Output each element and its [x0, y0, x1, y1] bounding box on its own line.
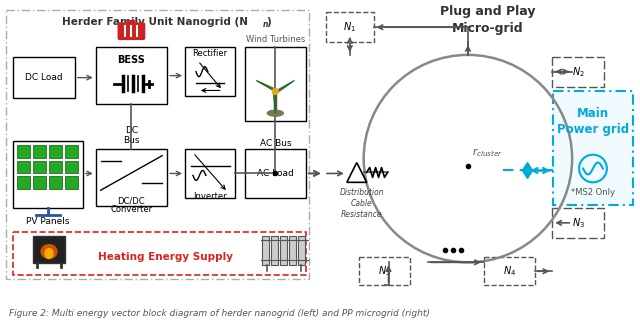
Text: Figure 2: Multi energy vector block diagram of herder nanogrid (left) and PP mic: Figure 2: Multi energy vector block diag… [10, 309, 430, 318]
Ellipse shape [41, 245, 57, 258]
Bar [326, 12, 374, 42]
Text: Main
Power grid: Main Power grid [557, 107, 629, 136]
Text: $N_2$: $N_2$ [572, 65, 584, 79]
Text: DC Load: DC Load [25, 73, 63, 82]
Circle shape [273, 88, 278, 94]
Bar [280, 236, 287, 265]
Text: n: n [262, 20, 268, 29]
Text: DC: DC [125, 126, 138, 136]
Text: Rectifier: Rectifier [192, 49, 227, 58]
Polygon shape [273, 91, 275, 113]
Bar [244, 47, 306, 121]
Bar [33, 161, 46, 174]
Ellipse shape [268, 110, 284, 116]
Text: Herder Family Unit Nanogrid (N: Herder Family Unit Nanogrid (N [62, 17, 248, 27]
Bar [484, 257, 536, 285]
Bar [65, 161, 78, 174]
Polygon shape [257, 81, 276, 91]
Bar [262, 236, 269, 265]
Bar [17, 161, 30, 174]
Bar [17, 145, 30, 158]
Bar [49, 176, 62, 189]
Bar [65, 176, 78, 189]
Text: PV Panels: PV Panels [26, 217, 70, 226]
Text: $N_4$: $N_4$ [503, 264, 516, 278]
Bar [553, 91, 633, 205]
Bar [271, 236, 278, 265]
Text: Converter: Converter [110, 205, 152, 214]
Bar [185, 47, 235, 97]
FancyBboxPatch shape [118, 22, 145, 40]
Text: $N_5$: $N_5$ [378, 264, 391, 278]
Bar [49, 145, 62, 158]
Text: *MS2 Only: *MS2 Only [571, 188, 615, 197]
Text: Heating Energy Supply: Heating Energy Supply [98, 253, 233, 262]
Bar [298, 236, 305, 265]
Text: $N_3$: $N_3$ [572, 216, 584, 230]
Bar [6, 10, 309, 279]
Text: Inverter: Inverter [193, 192, 227, 201]
Bar [49, 161, 62, 174]
Bar [17, 176, 30, 189]
Bar [33, 145, 46, 158]
Bar [96, 149, 167, 206]
Text: DC/DC: DC/DC [118, 196, 145, 205]
Bar [552, 208, 604, 238]
Bar [359, 257, 410, 285]
Bar [289, 236, 296, 265]
Bar [185, 149, 235, 198]
Bar [244, 149, 306, 198]
Text: $N_1$: $N_1$ [343, 20, 356, 34]
Bar [13, 141, 83, 208]
Bar [13, 232, 306, 275]
Bar [127, 20, 136, 25]
Text: Plug and Play
Micro-grid: Plug and Play Micro-grid [440, 5, 536, 35]
Text: Distribution
Cable
Resistance: Distribution Cable Resistance [339, 188, 384, 219]
Polygon shape [275, 81, 294, 93]
Ellipse shape [45, 249, 53, 258]
Text: AC Load: AC Load [257, 169, 294, 178]
Text: Bus: Bus [123, 136, 140, 145]
Text: BESS: BESS [118, 55, 145, 65]
Bar [33, 176, 46, 189]
Bar [33, 236, 65, 263]
Bar [65, 145, 78, 158]
Bar [13, 57, 75, 98]
Bar [96, 47, 167, 104]
Bar [552, 57, 604, 86]
Text: $r_{cluster}$: $r_{cluster}$ [472, 146, 504, 159]
Text: AC Bus: AC Bus [260, 139, 291, 148]
Text: Wind Turbines: Wind Turbines [246, 34, 305, 44]
Text: ): ) [266, 17, 271, 27]
